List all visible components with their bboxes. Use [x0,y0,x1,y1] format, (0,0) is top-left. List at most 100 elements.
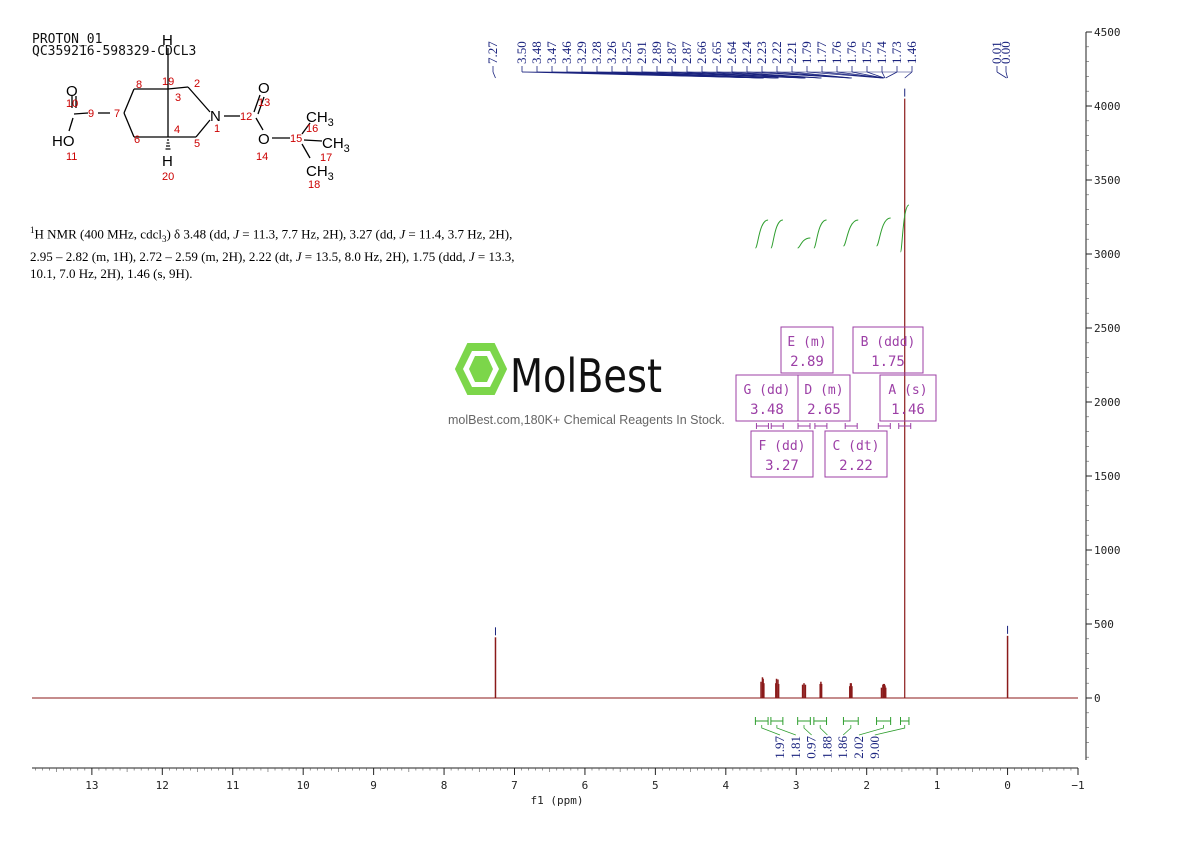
peak-label: 3.28 [589,41,604,64]
svg-text:12: 12 [240,111,252,123]
svg-text:8: 8 [136,79,142,91]
integral-curve [813,219,827,249]
peak-label: 1.77 [814,41,829,64]
integral-curve [876,217,891,247]
x-tick-label: 0 [1004,779,1011,792]
multiplet-label: G (dd) [744,383,791,398]
multiplet-shift: 3.27 [765,458,799,474]
peak-label: 1.46 [904,41,919,64]
peak-label: 2.21 [784,41,799,64]
peak-label: 3.47 [544,41,559,64]
integral-connector [761,725,781,736]
multiplet-label: B (ddd) [861,335,916,350]
peak-label: 2.66 [694,41,709,64]
y-tick-label: 2000 [1094,396,1121,409]
svg-text:15: 15 [290,133,302,145]
peak-label: 1.73 [889,41,904,64]
multiplet-box [750,430,814,478]
y-tick-label: 1000 [1094,544,1121,557]
x-tick-label: 9 [370,779,377,792]
peak-label-leader [1005,71,1008,79]
peak-label-leader [885,71,898,79]
peak-label-leader [836,71,884,79]
multiplet-box [879,374,937,422]
integral-value: 1.97 [772,736,787,759]
stereo-hash-bond [165,139,171,150]
svg-text:16: 16 [306,123,318,135]
y-tick-label: 0 [1094,692,1101,705]
atom-h20: H [162,153,173,170]
peak-label-leader [904,71,913,79]
svg-text:6: 6 [134,134,140,146]
atom-ch3-16: CH3 [306,109,334,129]
peak-label-leader [851,71,884,79]
peak-label-leader [881,71,886,79]
svg-text:14: 14 [256,151,268,163]
integral-value: 9.00 [867,736,882,759]
watermark-tagline: molBest.com,180K+ Chemical Reagents In S… [448,413,725,427]
y-tick-label: 3000 [1094,248,1121,261]
atom-n: N [210,108,221,125]
multiplet-label: E (m) [787,335,826,350]
x-tick-label: 10 [297,779,310,792]
peak-label: 7.27 [485,41,500,64]
svg-text:1: 1 [214,123,220,135]
peak-label-leader [731,71,822,79]
integral-curve [770,219,784,249]
peak-label: 2.89 [649,41,664,64]
multiplet-label: C (dt) [833,439,880,454]
peak-label: 3.46 [559,41,574,64]
integral-connector [842,725,852,736]
multiplet-box [780,326,834,374]
svg-text:3: 3 [175,92,181,104]
svg-text:20: 20 [162,171,174,183]
x-tick-label: −1 [1071,779,1084,792]
peak-label: 0.00 [998,41,1013,64]
nmr-description: 1H NMR (400 MHz, cdcl3) δ 3.48 (dd, J = … [30,225,515,281]
peak-label: 2.22 [769,41,784,64]
spectrum-trace [32,88,1078,699]
integral-connector [874,725,906,736]
chart-axes: 13 12 11 10 9 8 7 6 5 4 3 2 1 0 −105001000150020002500… [32,26,1121,792]
x-tick-label: 1 [934,779,941,792]
peak-label-leader [996,71,1007,79]
watermark-brand: MolBest [510,349,662,402]
svg-text:5: 5 [194,138,200,150]
integral-connector [776,725,796,736]
y-tick-label: 4500 [1094,26,1121,39]
hexagon-icon [454,343,508,395]
peak-label: 1.75 [859,41,874,64]
svg-text:7: 7 [114,108,120,120]
x-tick-label: 7 [511,779,518,792]
molecule-structure: O HO H H N O O CH3 CH3 CH3 1 2 3 4 5 6 7… [52,32,350,191]
experiment-name: PROTON_01 [32,32,103,47]
svg-text:11: 11 [66,151,77,163]
svg-text:4: 4 [174,124,180,136]
peak-label-leader [866,71,885,79]
peak-labels: 7.27 3.50 3.48 3.47 3.46 3.29 3.28 3.26 3.25 2.91… [485,41,1013,79]
multiplet-shift: 2.89 [790,354,824,370]
integral-value: 0.97 [804,736,819,759]
atom-ho: HO [52,133,75,150]
svg-text:10: 10 [66,98,78,110]
peak-label: 2.91 [634,41,649,64]
peak-label: 1.76 [844,41,859,64]
atom-numbers: 1 2 3 4 5 6 7 8 9 10 11 12 13 14 15 16 1… [66,76,332,191]
peak-label: 2.23 [754,41,769,64]
x-tick-label: 3 [793,779,800,792]
svg-text:13: 13 [258,97,270,109]
peak-label: 1.74 [874,41,889,64]
svg-text:9: 9 [88,108,94,120]
integral-curve [842,219,859,247]
integral-value: 1.88 [819,736,834,759]
multiplet-shift: 1.46 [891,402,925,418]
integral-connector [819,725,828,736]
peak-label: 2.87 [664,41,679,64]
multiplet-box [797,374,851,422]
peak-label: 1.79 [799,41,814,64]
y-tick-label: 500 [1094,618,1114,631]
x-tick-label: 6 [582,779,589,792]
peak-label: 3.29 [574,41,589,64]
peak-label: 2.87 [679,41,694,64]
peak-label: 2.24 [739,41,754,64]
